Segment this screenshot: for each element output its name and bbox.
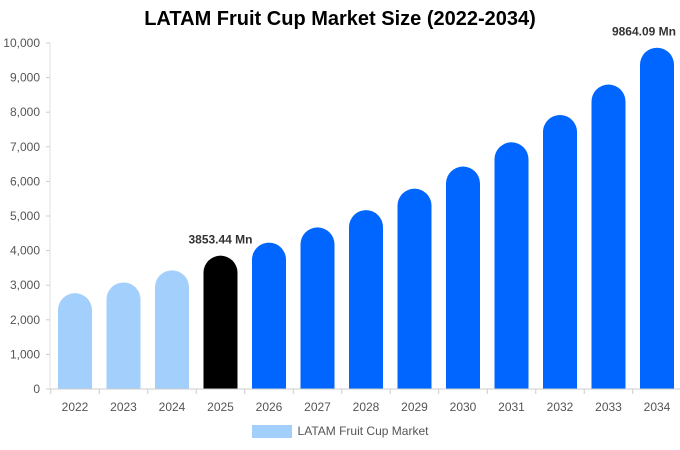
bar-2022 bbox=[58, 293, 92, 389]
bar-2023 bbox=[106, 282, 141, 389]
x-tick-label-2033: 2033 bbox=[595, 400, 622, 414]
y-tick-label: 2,000 bbox=[10, 313, 40, 327]
y-tick-label: 5,000 bbox=[10, 209, 40, 223]
bar-2030 bbox=[446, 166, 480, 389]
y-tick-label: 7,000 bbox=[10, 140, 40, 154]
y-tick-label: 8,000 bbox=[10, 105, 40, 119]
bar-2027 bbox=[300, 227, 335, 389]
y-tick-label: 10,000 bbox=[3, 36, 40, 50]
x-axis: 2022 2023 2024 2025 2026 2027 2028 2029 2030 2031… bbox=[50, 388, 680, 414]
bar-2034 bbox=[640, 47, 674, 390]
bar-2029 bbox=[397, 188, 432, 389]
y-tick-label: 6,000 bbox=[10, 174, 40, 188]
x-tick-label-2022: 2022 bbox=[62, 400, 89, 414]
legend: LATAM Fruit Cup Market bbox=[0, 424, 680, 438]
x-tick-label-2024: 2024 bbox=[159, 400, 186, 414]
y-tick-label: 1,000 bbox=[10, 347, 40, 361]
x-tick-label-2028: 2028 bbox=[353, 400, 380, 414]
bar-2025 bbox=[203, 255, 238, 389]
y-tick-label: 4,000 bbox=[10, 244, 40, 258]
y-tick-label: 3,000 bbox=[10, 278, 40, 292]
bar-2033 bbox=[591, 84, 626, 390]
x-tick-label-2029: 2029 bbox=[401, 400, 428, 414]
bar-2028 bbox=[349, 210, 383, 389]
bar-2026 bbox=[252, 242, 286, 389]
x-tick-label-2032: 2032 bbox=[547, 400, 574, 414]
x-tick-label-2026: 2026 bbox=[256, 400, 283, 414]
bars bbox=[58, 47, 674, 390]
legend-label: LATAM Fruit Cup Market bbox=[297, 424, 429, 438]
chart-title: LATAM Fruit Cup Market Size (2022-2034) bbox=[144, 8, 536, 30]
data-label-2025: 3853.44 Mn bbox=[188, 233, 252, 247]
x-tick-label-2034: 2034 bbox=[644, 400, 671, 414]
bar-2031 bbox=[494, 142, 529, 389]
y-axis: 0 1,000 2,000 3,000 4,000 5,000 6,000 7,000 8,00… bbox=[3, 36, 51, 396]
x-tick-label-2027: 2027 bbox=[304, 400, 331, 414]
x-tick-label-2031: 2031 bbox=[498, 400, 525, 414]
x-tick-label-2030: 2030 bbox=[450, 400, 477, 414]
legend-swatch bbox=[251, 424, 292, 438]
x-tick-label-2025: 2025 bbox=[207, 400, 234, 414]
bar-2024 bbox=[155, 270, 189, 389]
data-label-2034: 9864.09 Mn bbox=[612, 25, 676, 39]
y-tick-label: 0 bbox=[33, 382, 40, 396]
x-tick-label-2023: 2023 bbox=[110, 400, 137, 414]
y-tick-label: 9,000 bbox=[10, 71, 40, 85]
data-labels: 3853.44 Mn 9864.09 Mn bbox=[188, 25, 676, 247]
bar-2032 bbox=[543, 114, 577, 389]
